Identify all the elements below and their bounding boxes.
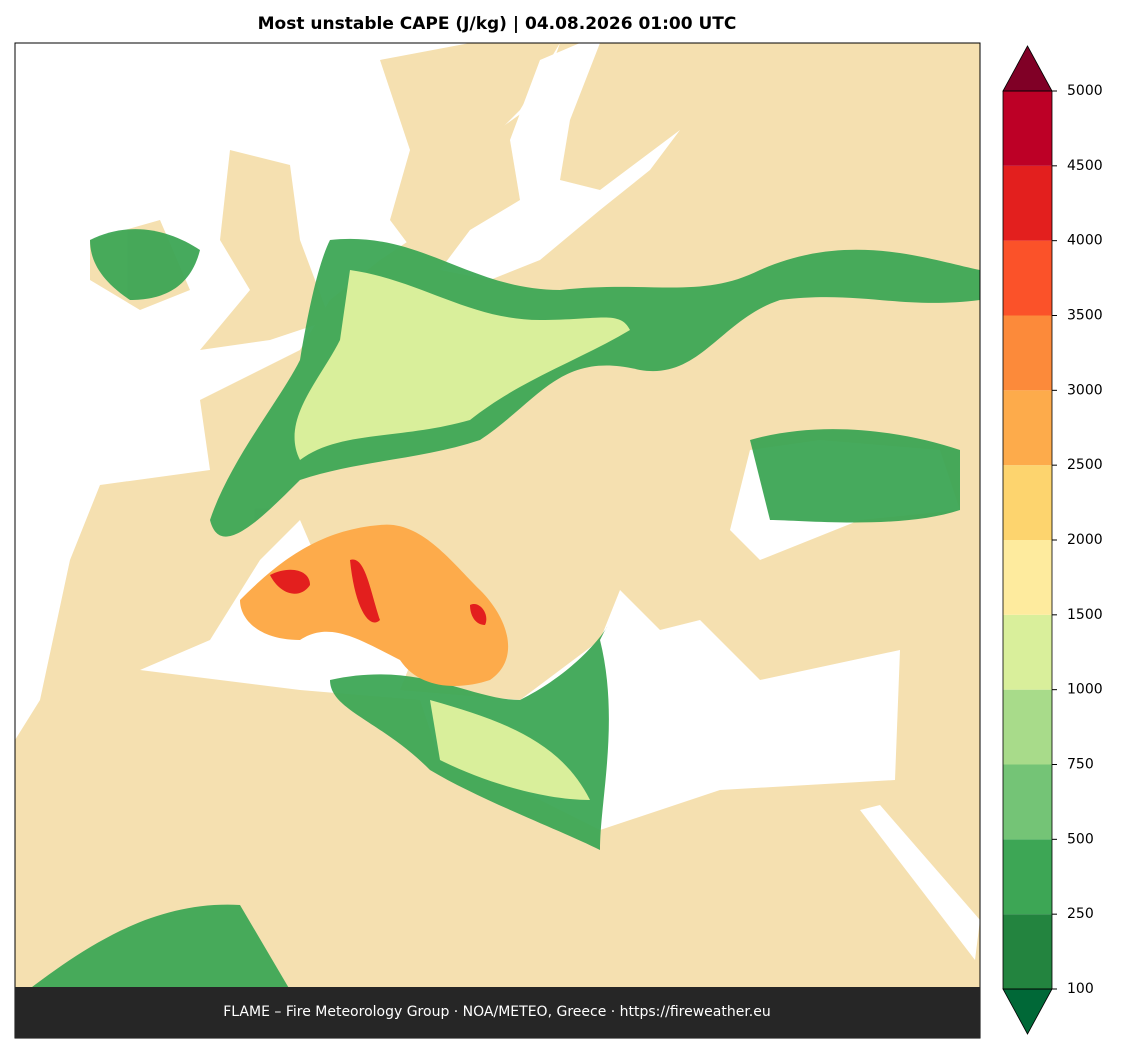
- colorbar-tick-label: 1500: [1067, 607, 1103, 623]
- colorbar-tick-label: 4000: [1067, 233, 1103, 249]
- colorbar-bin: [1003, 240, 1052, 316]
- colorbar-over: [1002, 45, 1053, 92]
- colorbar-tick-label: 2000: [1067, 532, 1103, 548]
- colorbar-tick-label: 750: [1067, 757, 1094, 773]
- colorbar-bin: [1003, 540, 1052, 615]
- colorbar-tick-label: 1000: [1067, 682, 1103, 698]
- colorbar-bin: [1003, 91, 1052, 166]
- colorbar-bin: [1003, 165, 1052, 241]
- colorbar-tick-label: 3000: [1067, 382, 1103, 398]
- colorbar-tick-label: 100: [1067, 981, 1094, 997]
- footer-bar: [15, 987, 980, 1038]
- colorbar-tick-label: 4500: [1067, 158, 1103, 174]
- colorbar-tick-label: 3500: [1067, 308, 1103, 324]
- colorbar-tick-label: 5000: [1067, 83, 1103, 99]
- colorbar-bin: [1003, 689, 1052, 765]
- colorbar-bin: [1003, 315, 1052, 391]
- colorbar-bin: [1003, 839, 1052, 915]
- footer: FLAME – Fire Meteorology Group · NOA/MET…: [223, 1004, 771, 1020]
- cape-mid: [294, 270, 630, 800]
- title: Most unstable CAPE (J/kg) | 04.08.2026 0…: [258, 14, 737, 34]
- map: FLAME – Fire Meteorology Group · NOA/MET…: [14, 42, 981, 1039]
- great-britain: [200, 150, 330, 350]
- colorbar-bin: [1003, 914, 1052, 989]
- colorbar-tick-label: 500: [1067, 831, 1094, 847]
- italy: [420, 470, 600, 650]
- cape-peak: [270, 559, 487, 625]
- colorbar-bin: [1003, 764, 1052, 840]
- colorbar-tick-label: 2500: [1067, 457, 1103, 473]
- colorbar-under: [1002, 988, 1053, 1035]
- colorbar-bin: [1003, 390, 1052, 466]
- red-sea: [860, 805, 980, 960]
- baltic: [440, 43, 680, 280]
- colorbar: 100 250 500 750 1000 1500 2000 2500 3000 3500 4000…: [1002, 45, 1103, 1035]
- colorbar-tick-label: 250: [1067, 906, 1094, 922]
- colorbar-bin: [1003, 614, 1052, 690]
- scandinavia: [380, 43, 560, 260]
- colorbar-bin: [1003, 465, 1052, 540]
